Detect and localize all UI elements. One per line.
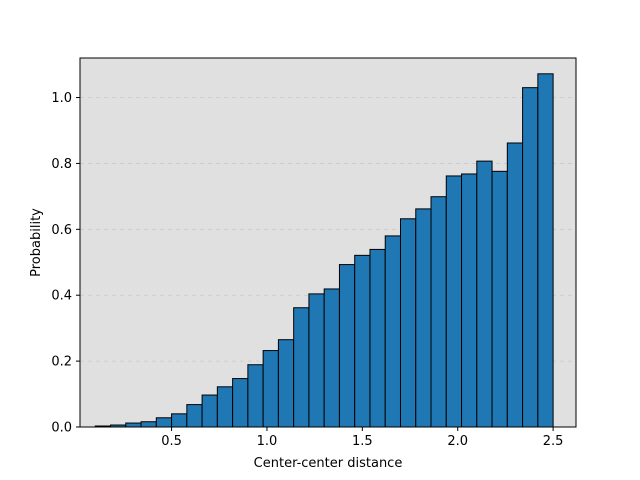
- y-axis-label: Probability: [29, 208, 44, 277]
- histogram-bar: [216, 386, 234, 428]
- x-tick-label: 1.5: [352, 434, 373, 449]
- histogram-bar: [415, 208, 432, 428]
- histogram-bar: [522, 87, 539, 428]
- x-tick-label: 2.0: [447, 434, 468, 449]
- y-tick-label: 0.8: [51, 157, 72, 172]
- y-axis-ticks: 0.0 0.2 0.4 0.6 0.8 1.0: [51, 91, 80, 436]
- histogram-bar: [384, 235, 401, 428]
- histogram-bar: [430, 196, 447, 428]
- histogram-bar: [171, 413, 188, 428]
- y-tick-label: 0.0: [51, 421, 72, 436]
- y-tick-label: 1.0: [51, 91, 72, 106]
- histogram-bar: [369, 248, 386, 428]
- histogram-bar: [399, 218, 417, 428]
- histogram-bar: [323, 288, 340, 428]
- histogram-bar: [338, 264, 356, 428]
- histogram-bar: [247, 364, 264, 428]
- histogram-bar: [476, 160, 493, 428]
- histogram-bar: [491, 170, 508, 428]
- histogram-bar: [232, 378, 249, 428]
- histogram-bar: [262, 350, 279, 428]
- histogram-bar: [140, 421, 157, 428]
- histogram-bar: [155, 417, 173, 428]
- histogram-bar: [125, 422, 142, 428]
- histogram-bar: [186, 404, 203, 428]
- histogram-bar: [537, 73, 554, 428]
- x-axis-ticks: 0.5 1.0 1.5 2.0 2.5: [161, 427, 563, 449]
- y-tick-label: 0.6: [51, 223, 72, 238]
- histogram-bar: [293, 307, 310, 428]
- histogram-bar: [201, 394, 218, 428]
- y-tick-label: 0.2: [51, 355, 72, 370]
- x-axis-label: Center-center distance: [254, 456, 403, 471]
- x-tick-label: 1.0: [257, 434, 278, 449]
- x-tick-label: 0.5: [161, 434, 182, 449]
- histogram-bar: [445, 175, 463, 428]
- histogram-bar: [506, 142, 524, 428]
- plot-frame: [79, 57, 577, 428]
- histogram-bar: [308, 293, 325, 428]
- histogram-bar: [277, 339, 295, 428]
- x-tick-label: 2.5: [543, 434, 564, 449]
- histogram-bar: [354, 254, 371, 428]
- y-tick-label: 0.4: [51, 289, 72, 304]
- histogram-bar: [461, 173, 478, 428]
